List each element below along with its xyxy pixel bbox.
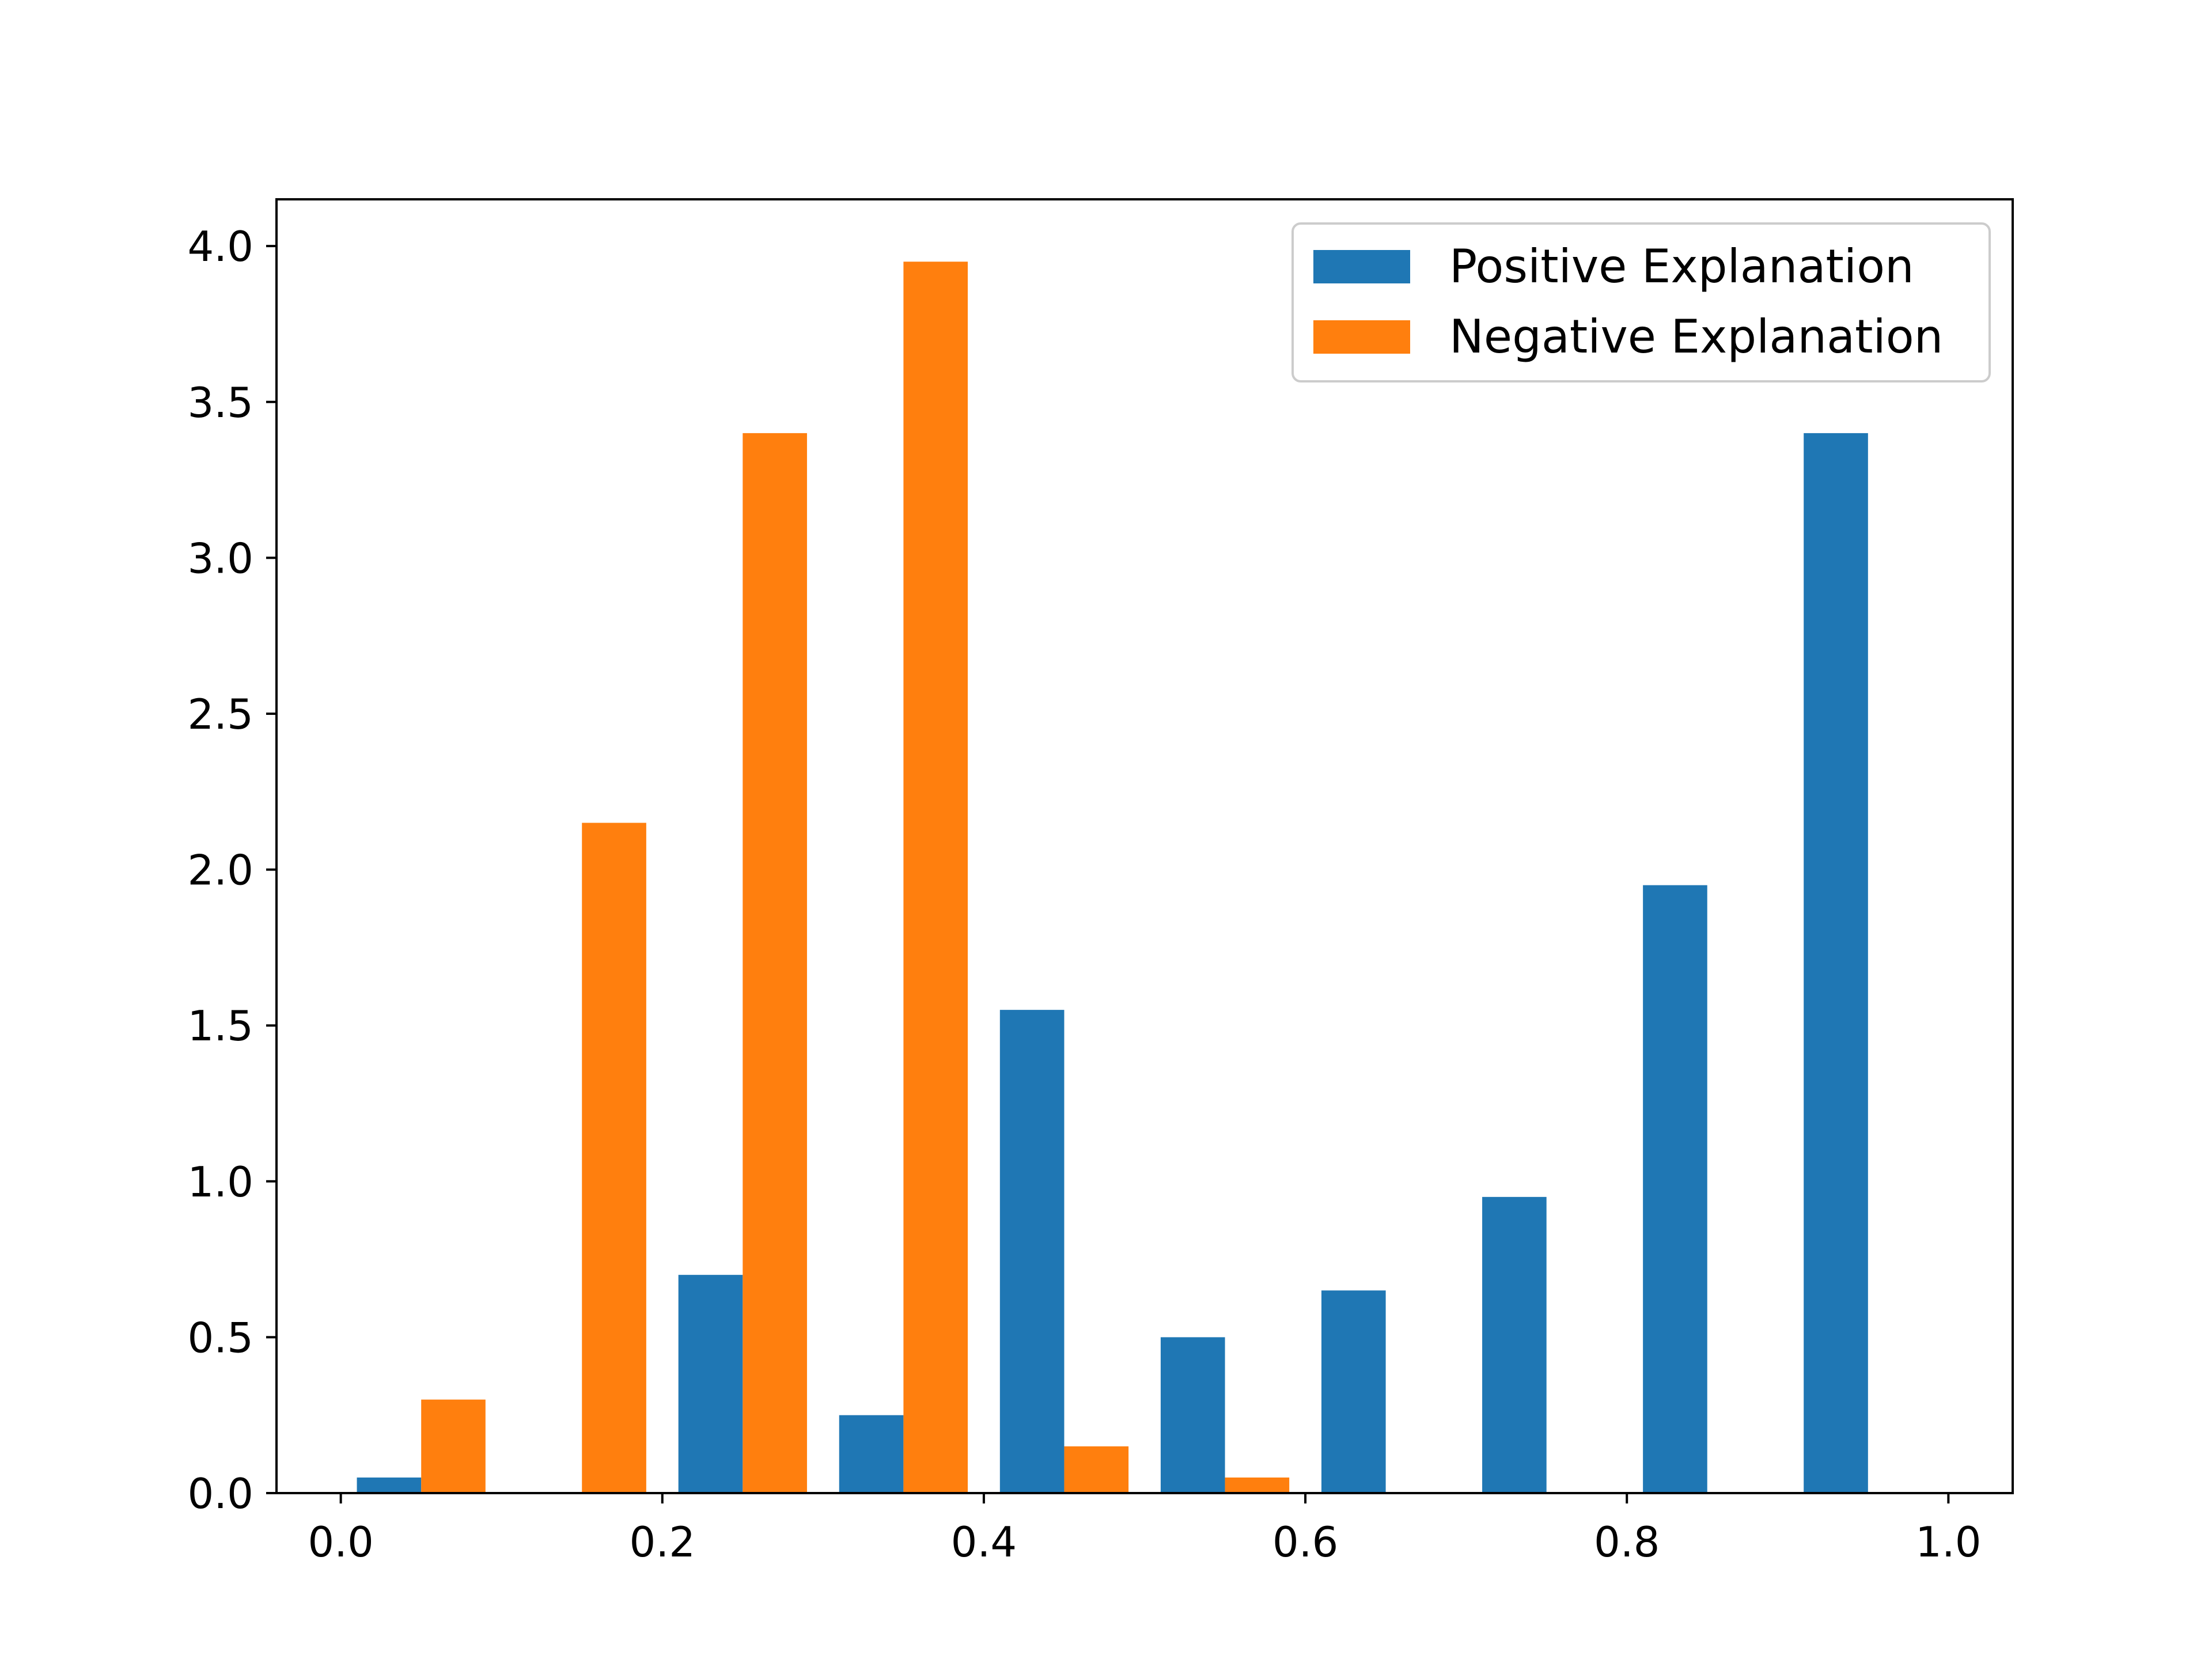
x-tick-label-4: 0.8: [1594, 1518, 1660, 1566]
legend-label-negative: Negative Explanation: [1449, 310, 1943, 363]
plot-background: [276, 199, 2013, 1493]
y-tick-label-8: 4.0: [187, 222, 253, 271]
legend-swatch-positive: [1313, 250, 1410, 283]
bar-positive-3: [839, 1415, 904, 1493]
y-tick-label-6: 3.0: [187, 534, 253, 582]
bar-positive-4: [999, 1010, 1065, 1493]
x-axis: 0.0 0.2 0.4 0.6 0.8 1.0: [308, 1493, 1982, 1566]
bars-layer: [357, 262, 1868, 1494]
bar-negative-1: [582, 823, 646, 1493]
y-tick-label-0: 0.0: [187, 1469, 253, 1518]
legend-label-positive: Positive Explanation: [1449, 240, 1914, 293]
bar-positive-0: [357, 1477, 422, 1493]
y-tick-label-7: 3.5: [187, 378, 253, 427]
x-tick-label-5: 1.0: [1915, 1518, 1982, 1566]
y-tick-label-1: 0.5: [187, 1313, 253, 1362]
x-tick-label-1: 0.2: [630, 1518, 696, 1566]
legend-swatch-negative: [1313, 320, 1410, 354]
y-axis: 0.0 0.5 1.0 1.5 2.0 2.5 3.0 3.5 4.0: [187, 222, 276, 1518]
x-tick-label-0: 0.0: [308, 1518, 374, 1566]
bar-positive-8: [1643, 885, 1707, 1493]
bar-negative-5: [1225, 1477, 1290, 1493]
bar-negative-4: [1064, 1446, 1129, 1493]
legend: Positive Explanation Negative Explanatio…: [1291, 222, 1991, 382]
y-tick-label-4: 2.0: [187, 846, 253, 895]
bar-positive-6: [1321, 1290, 1386, 1493]
y-tick-label-5: 2.5: [187, 690, 253, 738]
y-tick-label-3: 1.5: [187, 1002, 253, 1050]
bar-negative-2: [743, 433, 807, 1494]
x-tick-label-2: 0.4: [951, 1518, 1017, 1566]
bar-positive-5: [1160, 1337, 1225, 1493]
plot-frame: [275, 198, 2014, 1494]
bar-negative-0: [421, 1399, 486, 1493]
bar-positive-2: [678, 1275, 743, 1493]
bar-negative-3: [903, 262, 968, 1493]
x-tick-label-3: 0.6: [1272, 1518, 1339, 1566]
legend-frame: [1291, 222, 1991, 382]
bar-positive-7: [1482, 1196, 1547, 1493]
bar-positive-9: [1804, 433, 1868, 1494]
y-tick-label-2: 1.0: [187, 1158, 253, 1206]
